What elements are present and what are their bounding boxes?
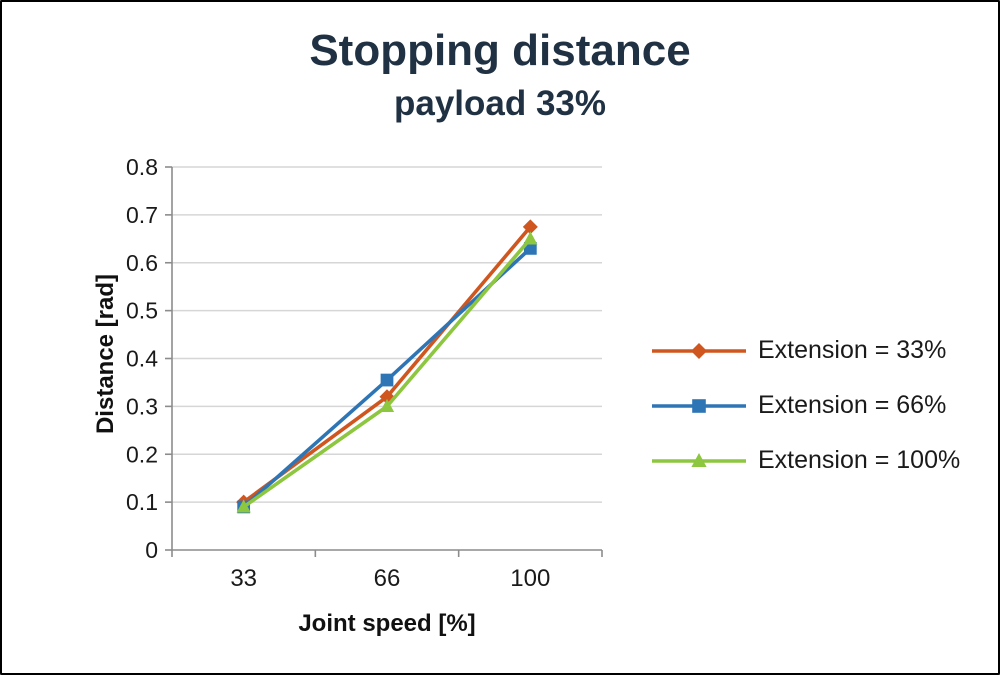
triangle-marker-icon <box>652 452 746 467</box>
series-extension-100- <box>236 231 538 513</box>
legend: Extension = 33% Extension = 66% Extension … <box>650 336 960 475</box>
chart-title: Stopping distance <box>309 26 691 75</box>
diamond-marker-icon <box>652 342 746 359</box>
legend-label: Extension = 100% <box>758 446 961 474</box>
chart-subtitle: payload 33% <box>393 84 607 123</box>
x-axis-title: Joint speed [%] <box>298 610 476 637</box>
svg-text:0.7: 0.7 <box>126 202 158 228</box>
legend-label: Extension = 33% <box>758 336 947 364</box>
svg-text:0.1: 0.1 <box>126 489 158 515</box>
square-marker-icon <box>652 398 746 413</box>
legend-label: Extension = 66% <box>758 391 947 419</box>
svg-text:0.6: 0.6 <box>126 250 158 276</box>
svg-text:0.4: 0.4 <box>126 346 158 372</box>
legend-item-2[interactable]: Extension = 66% <box>650 391 960 420</box>
legend-item-3[interactable]: Extension = 100% <box>650 446 960 475</box>
legend-item-1[interactable]: Extension = 33% <box>650 336 960 365</box>
svg-text:0.8: 0.8 <box>126 154 158 180</box>
svg-text:0.2: 0.2 <box>126 441 158 467</box>
gridlines <box>172 166 602 503</box>
svg-text:0.5: 0.5 <box>126 298 158 324</box>
svg-text:66: 66 <box>374 565 401 592</box>
svg-text:33: 33 <box>230 565 257 592</box>
svg-text:0: 0 <box>145 537 158 563</box>
svg-text:0.3: 0.3 <box>126 393 158 419</box>
y-tick-labels: 0 0.1 0.2 0.3 0.4 0.5 0.6 0.7 0.8 <box>126 154 158 563</box>
x-tick-labels: 33 66 100 <box>230 565 550 592</box>
y-axis-title: Distance [rad] <box>92 273 119 435</box>
svg-text:100: 100 <box>510 565 550 592</box>
axes <box>165 166 603 557</box>
